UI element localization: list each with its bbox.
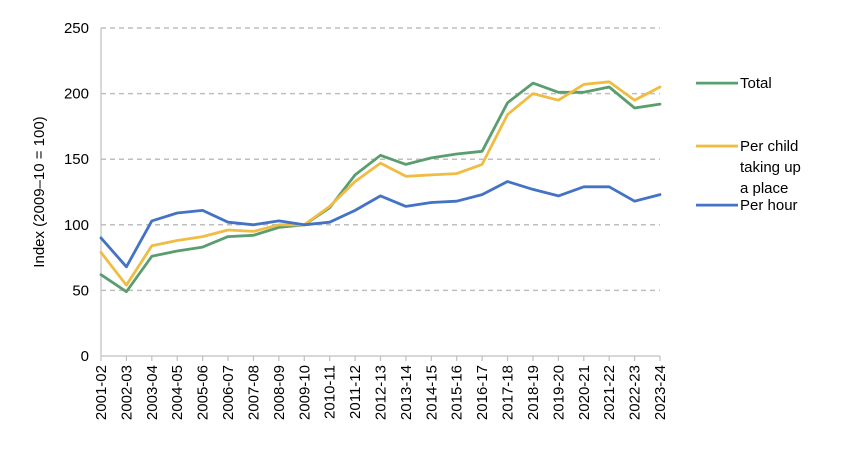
x-tick-label: 2003-04 bbox=[144, 365, 161, 420]
legend-label: a place bbox=[740, 180, 788, 197]
x-tick-label: 2010-11 bbox=[322, 365, 339, 419]
x-tick-label: 2016-17 bbox=[474, 365, 491, 420]
series-line-per-hour bbox=[99, 180, 662, 269]
x-tick-labels: 2001-02 2002-03 2003-04 2004-05 2005-06 2006-… bbox=[93, 365, 669, 420]
data-series bbox=[99, 80, 662, 294]
x-tick-label: 2017-18 bbox=[500, 365, 517, 420]
x-tick-label: 2021-22 bbox=[601, 365, 618, 420]
x-tick-label: 2005-06 bbox=[195, 365, 212, 420]
x-tick-label: 2013-14 bbox=[398, 365, 415, 420]
legend-label: Per child bbox=[740, 138, 798, 155]
legend-label: Per hour bbox=[740, 197, 798, 214]
y-axis-title: Index (2009–10 = 100) bbox=[31, 116, 48, 267]
gridlines bbox=[101, 27, 660, 292]
x-tick-label: 2022-23 bbox=[627, 365, 644, 420]
y-tick-label: 250 bbox=[64, 20, 89, 37]
series-line-total bbox=[99, 81, 662, 294]
y-tick-labels: 0 50 100 150 200 250 bbox=[64, 20, 89, 365]
x-tick-label: 2015-16 bbox=[449, 365, 466, 420]
axes bbox=[100, 28, 661, 361]
x-tick-label: 2002-03 bbox=[118, 365, 135, 420]
legend-label: Total bbox=[740, 75, 772, 92]
x-tick-label: 2019-20 bbox=[550, 365, 567, 420]
x-tick-label: 2012-13 bbox=[373, 365, 390, 420]
x-tick-label: 2018-19 bbox=[525, 365, 542, 420]
x-tick-label: 2014-15 bbox=[423, 365, 440, 420]
x-tick-label: 2001-02 bbox=[93, 365, 110, 420]
y-tick-label: 100 bbox=[64, 217, 89, 234]
x-tick-label: 2006-07 bbox=[220, 365, 237, 420]
x-tick-label: 2023-24 bbox=[652, 365, 669, 420]
x-tick-label: 2007-08 bbox=[245, 365, 262, 420]
x-tick-label: 2004-05 bbox=[169, 365, 186, 420]
legend-label: taking up bbox=[740, 159, 801, 176]
y-tick-label: 150 bbox=[64, 151, 89, 168]
series-line-per-child-taking-up-a-place bbox=[99, 80, 662, 287]
y-tick-label: 0 bbox=[81, 348, 89, 365]
x-tick-label: 2020-21 bbox=[576, 365, 593, 420]
x-tick-label: 2009-10 bbox=[296, 365, 313, 420]
y-tick-label: 200 bbox=[64, 86, 89, 103]
x-tick-label: 2011-12 bbox=[347, 365, 364, 419]
x-tick-label: 2008-09 bbox=[271, 365, 288, 420]
y-tick-label: 50 bbox=[72, 282, 89, 299]
